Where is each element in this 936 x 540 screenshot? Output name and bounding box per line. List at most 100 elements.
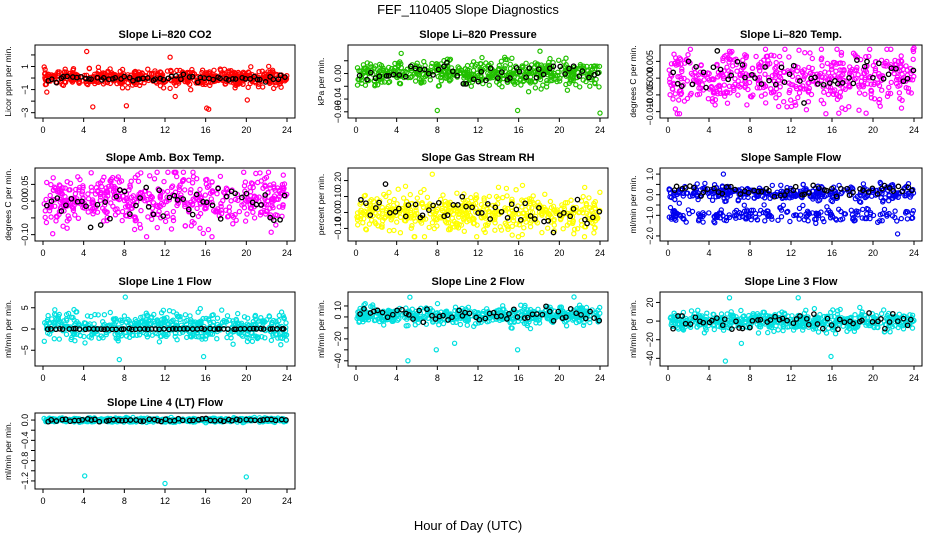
data-point [72, 186, 79, 193]
data-point [718, 207, 725, 213]
data-point [894, 74, 901, 81]
data-point [126, 213, 133, 219]
x-tick-label: 20 [241, 373, 251, 383]
mean-point [282, 74, 288, 80]
data-point [143, 233, 150, 240]
data-point [841, 66, 847, 73]
outlier-point [123, 103, 130, 109]
data-point [101, 174, 107, 180]
data-point [217, 66, 223, 72]
outlier-point [122, 294, 129, 300]
mean-point [865, 189, 872, 195]
mean-point [459, 193, 466, 200]
data-point [818, 97, 825, 104]
data-point [417, 316, 424, 322]
mean-point [445, 317, 451, 323]
mean-point [70, 325, 77, 332]
data-point [145, 66, 151, 72]
data-point [527, 325, 534, 332]
data-point [492, 227, 498, 233]
mean-point [498, 208, 505, 215]
mean-point [160, 76, 167, 83]
x-tick-label: 20 [868, 125, 878, 135]
mean-point [498, 313, 504, 319]
data-point [678, 91, 684, 98]
mean-point [79, 198, 85, 205]
mean-point [275, 76, 282, 83]
data-point [574, 225, 581, 232]
data-point [479, 54, 485, 61]
data-point [433, 310, 439, 316]
data-point [419, 78, 425, 85]
data-point [564, 87, 571, 93]
data-point [714, 61, 720, 68]
data-point [174, 337, 180, 343]
data-point [408, 225, 414, 231]
mean-point [217, 216, 224, 222]
mean-point [850, 189, 856, 196]
data-point [241, 201, 247, 207]
mean-point [543, 303, 549, 310]
mean-point [456, 307, 462, 314]
data-point [833, 68, 839, 74]
data-point [218, 203, 224, 210]
panel-title: Slope Li–820 Pressure [419, 29, 536, 41]
mean-point [455, 202, 461, 208]
data-point [706, 210, 712, 216]
data-point [539, 229, 545, 236]
data-point [563, 81, 569, 88]
data-point [253, 316, 259, 322]
data-point [43, 196, 49, 203]
mean-point [766, 187, 772, 194]
mean-point [454, 72, 461, 79]
data-point [66, 216, 72, 222]
mean-point [826, 80, 833, 86]
data-point [81, 320, 88, 326]
mean-point [566, 65, 572, 72]
data-point [563, 61, 569, 68]
mean-point [885, 71, 892, 78]
data-point [898, 215, 905, 222]
mean-point [771, 193, 778, 200]
data-point [397, 214, 404, 220]
data-point [92, 80, 98, 87]
data-point [127, 184, 133, 190]
data-point [723, 217, 730, 224]
data-point [852, 67, 858, 74]
x-tick-label: 8 [747, 248, 752, 258]
data-point [234, 310, 241, 317]
data-point [242, 218, 249, 224]
data-point [738, 67, 744, 73]
y-tick-label: 20 [645, 297, 655, 307]
data-point [533, 317, 539, 323]
data-point [680, 212, 686, 219]
data-point [793, 102, 799, 108]
data-point [41, 64, 47, 70]
mean-point [492, 204, 499, 211]
x-tick-label: 12 [786, 373, 796, 383]
data-point [123, 333, 130, 339]
mean-point [383, 73, 390, 79]
mean-point [441, 63, 447, 70]
mean-point [487, 216, 494, 222]
data-point [802, 50, 808, 56]
x-tick-label: 20 [554, 373, 564, 383]
data-point [769, 182, 776, 189]
mean-point [126, 74, 133, 81]
mean-point [801, 100, 807, 106]
data-point [872, 65, 879, 72]
data-point [258, 209, 264, 215]
data-point [590, 211, 597, 217]
data-point [253, 170, 259, 177]
data-point [815, 198, 821, 204]
x-tick-label: 20 [241, 125, 251, 135]
data-point [426, 224, 432, 231]
mean-point [778, 64, 785, 71]
mean-point [810, 182, 817, 189]
data-point [230, 341, 236, 347]
data-point [354, 217, 361, 223]
data-point [276, 193, 283, 200]
data-point [235, 69, 241, 76]
data-point [470, 220, 477, 227]
data-point [782, 46, 788, 53]
